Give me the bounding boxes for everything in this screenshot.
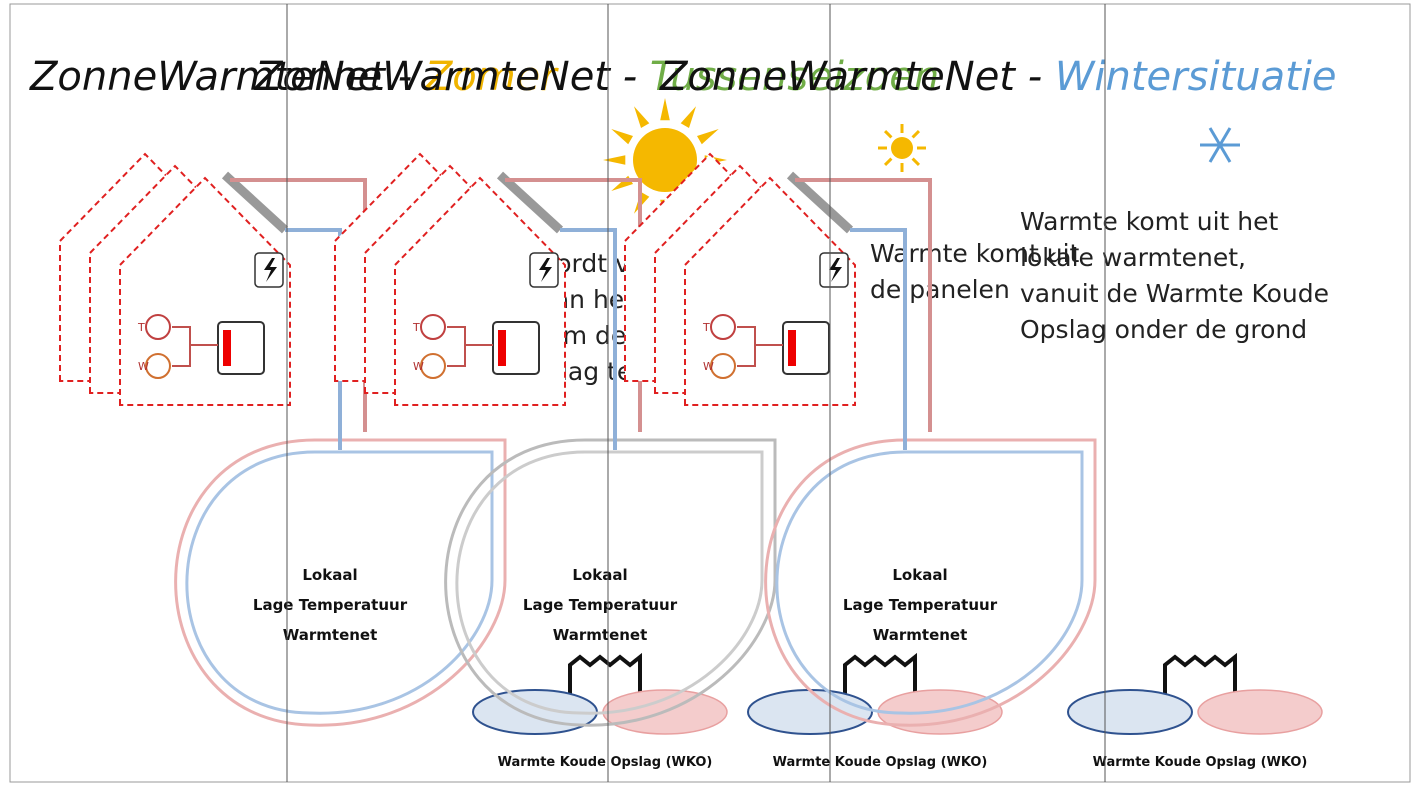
solar-panel	[221, 171, 289, 234]
flow-blue	[560, 228, 617, 450]
net-label: Warmtenet	[873, 626, 968, 644]
net-loop-red	[764, 438, 1097, 727]
slide-title: ZonneWarmteNet - Wintersituatie	[659, 54, 1337, 100]
small-sun	[878, 124, 926, 172]
net-label: Lokaal	[892, 566, 947, 584]
icon-label: W	[138, 360, 149, 373]
storage-level	[788, 330, 796, 366]
sun-ray	[660, 98, 670, 121]
tap-icon	[710, 314, 736, 340]
storage-level	[498, 330, 506, 366]
heat-exchanger	[843, 652, 917, 700]
heat-icon	[420, 353, 446, 379]
icon-label: T	[702, 321, 710, 334]
title-season: Zomer	[424, 54, 559, 100]
hot-arrow	[737, 326, 783, 367]
net-label: Lage Temperatuur	[253, 596, 408, 614]
sun-ray	[603, 155, 626, 165]
hot-arrow	[172, 326, 218, 367]
net-label: Lage Temperatuur	[843, 596, 998, 614]
snowflake	[1200, 127, 1240, 163]
sun-ray	[911, 129, 921, 139]
title-main: ZonneWarmteNet -	[659, 54, 1055, 100]
flow-blue	[850, 228, 907, 450]
body-text: lokale warmtenet,	[1020, 243, 1246, 272]
bolt	[539, 258, 552, 282]
warm-store	[1197, 689, 1323, 735]
sun-ray	[611, 129, 633, 145]
body-text: de panelen	[870, 275, 1010, 304]
icon-label: T	[137, 321, 145, 334]
slide-panel: T W Lokaal Lage Temperatuur Warmtenet Warmte …	[254, 54, 1080, 770]
net-label: Lokaal	[302, 566, 357, 584]
wko-label: Warmte Koude Opslag (WKO)	[773, 755, 988, 770]
net-loop-blue	[775, 450, 1084, 715]
net-label: Warmtenet	[553, 626, 648, 644]
sun-ray	[697, 129, 719, 145]
heat-icon	[710, 353, 736, 379]
sun-ray	[634, 106, 650, 128]
title-main: ZonneWarmteNet -	[29, 54, 425, 100]
bolt	[829, 258, 842, 282]
slide-panel: T W Lokaal Lage Temperatuur Warmtenet Warmte …	[624, 54, 1337, 770]
cold-store	[747, 689, 873, 735]
wko-label: Warmte Koude Opslag (WKO)	[498, 755, 713, 770]
net-label: Lage Temperatuur	[523, 596, 678, 614]
body-text: Warmte komt uit het	[1020, 207, 1279, 236]
net-loop-red	[174, 438, 507, 727]
heat-icon	[145, 353, 171, 379]
weather-icons	[603, 98, 1240, 222]
slide-title: ZonneWarmteNet - Zomer	[29, 54, 559, 100]
storage-level	[223, 330, 231, 366]
net-loop-blue	[185, 450, 494, 715]
heat-exchanger	[1163, 652, 1237, 700]
hot-arrow	[447, 326, 493, 367]
tap-icon	[420, 314, 446, 340]
body-text: vanuit de Warmte Koude	[1020, 279, 1329, 308]
sun-ray	[911, 157, 921, 167]
sun-ray	[680, 106, 696, 128]
net-loop-blue	[455, 450, 764, 715]
title-season: Wintersituatie	[1055, 54, 1337, 100]
net-label: Warmtenet	[283, 626, 378, 644]
solar-panel	[496, 171, 564, 234]
cold-store	[1067, 689, 1193, 735]
body-text: Opslag onder de grond	[1020, 315, 1307, 344]
net-label: Lokaal	[572, 566, 627, 584]
title-main: ZonneWarmteNet -	[254, 54, 650, 100]
bolt	[264, 258, 277, 282]
slide-title: ZonneWarmteNet - Tussenseizoen	[254, 54, 939, 100]
wko-label: Warmte Koude Opslag (WKO)	[1093, 755, 1308, 770]
icon-label: W	[413, 360, 424, 373]
tap-icon	[145, 314, 171, 340]
icon-label: T	[412, 321, 420, 334]
sun-ray	[883, 129, 893, 139]
solar-panel	[786, 171, 854, 234]
icon-label: W	[703, 360, 714, 373]
sun-ray	[883, 157, 893, 167]
net-loop-red	[444, 438, 777, 727]
heat-exchanger	[568, 652, 642, 700]
flow-red	[795, 178, 932, 432]
title-season: Tussenseizoen	[650, 54, 939, 100]
